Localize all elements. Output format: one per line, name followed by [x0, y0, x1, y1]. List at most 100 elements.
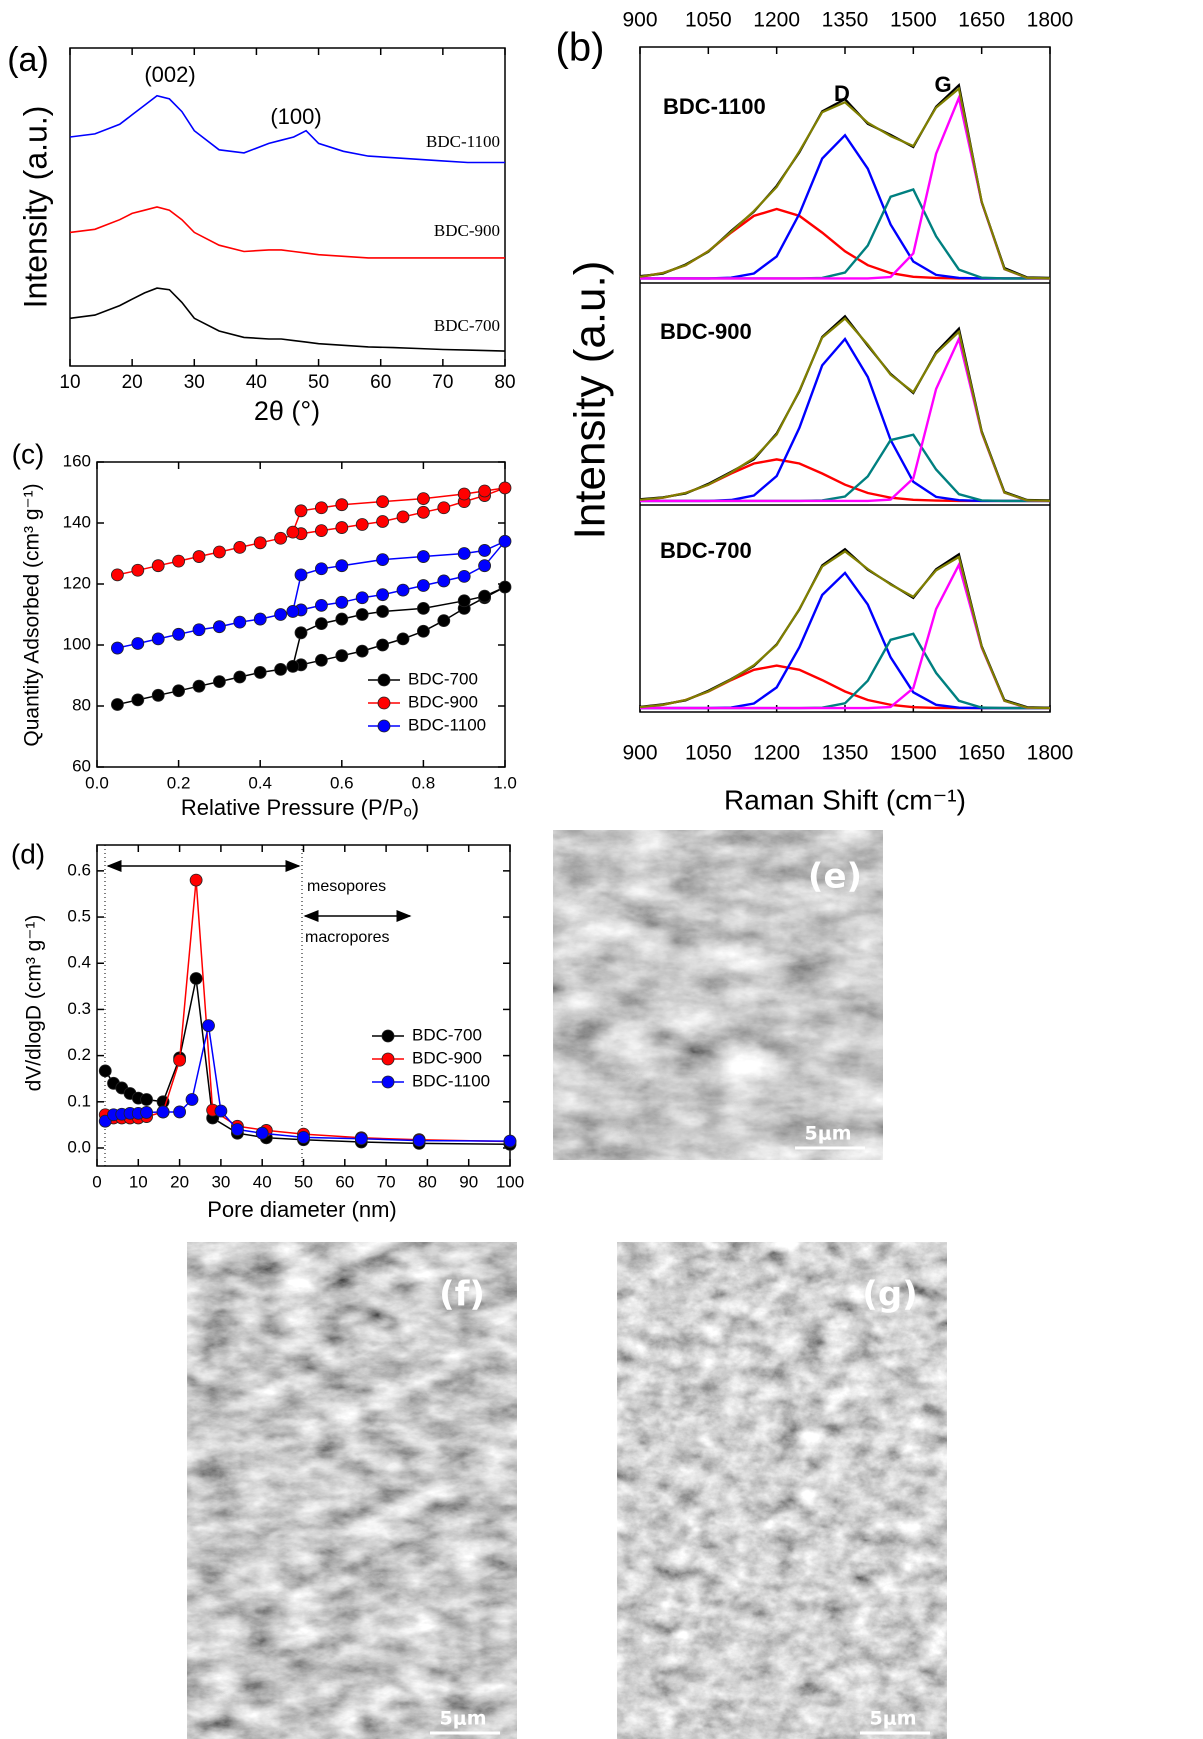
- data-point: [192, 550, 206, 563]
- legend-label: BDC-900: [408, 692, 478, 711]
- data-point: [457, 487, 471, 501]
- sem-texture: [187, 1242, 517, 1739]
- data-point: [335, 559, 349, 573]
- x-tick-label: 20: [122, 372, 143, 393]
- series-line: [117, 487, 506, 576]
- panel-series-label: BDC-1100: [663, 94, 766, 119]
- series-line: [640, 571, 1050, 710]
- data-point: [111, 568, 124, 582]
- panel-label: (b): [556, 26, 605, 70]
- data-point: [478, 589, 492, 603]
- data-point: [156, 1105, 170, 1119]
- series-line: [105, 880, 511, 1143]
- data-point: [355, 518, 369, 531]
- data-point: [478, 484, 492, 498]
- data-point: [189, 873, 203, 887]
- legend-marker: [381, 1029, 395, 1043]
- data-point: [131, 563, 145, 577]
- series-line: [640, 188, 1050, 280]
- x-tick-label: 70: [432, 372, 453, 393]
- legend-marker: [377, 719, 391, 733]
- data-point: [314, 501, 328, 515]
- panel-label: (a): [7, 41, 49, 79]
- x-tick-label: 1050: [685, 742, 732, 765]
- y-axis-label: Intensity (a.u.): [17, 106, 53, 309]
- annotation: (100): [270, 104, 321, 129]
- data-point: [416, 505, 430, 519]
- series-line: [640, 336, 1050, 503]
- x-tick-label: 1800: [1027, 9, 1074, 32]
- data-point: [212, 620, 226, 634]
- data-point: [172, 684, 186, 698]
- series-line: [640, 561, 1051, 710]
- data-point: [416, 579, 430, 592]
- data-point: [437, 614, 451, 627]
- y-axis-label: dV/dlogD (cm³ g⁻¹): [23, 915, 46, 1092]
- legend-marker: [377, 673, 391, 687]
- data-point: [437, 501, 451, 515]
- series-line: [639, 316, 1051, 502]
- data-point: [253, 666, 267, 679]
- x-tick-label: 0.0: [85, 773, 109, 792]
- data-point: [192, 679, 206, 693]
- x-tick-label: 0: [92, 1172, 101, 1191]
- data-point: [376, 553, 390, 566]
- data-point: [376, 638, 390, 652]
- data-point: [98, 1064, 112, 1078]
- x-tick-label: 1050: [685, 9, 732, 32]
- data-point: [286, 605, 300, 618]
- y-tick-label: 0.2: [67, 1045, 91, 1064]
- data-point: [457, 569, 471, 583]
- data-point: [131, 637, 145, 650]
- data-point: [151, 632, 165, 646]
- data-point: [335, 521, 349, 534]
- x-tick-label: 1650: [958, 742, 1005, 765]
- annotation: D: [834, 81, 850, 106]
- x-tick-label: 1350: [822, 9, 869, 32]
- data-point: [297, 1130, 310, 1144]
- data-point: [416, 550, 430, 563]
- data-point: [437, 574, 451, 588]
- data-point: [172, 627, 186, 641]
- y-tick-label: 0.3: [67, 999, 91, 1018]
- plot-frame: [96, 461, 506, 768]
- data-point: [286, 659, 300, 673]
- data-point: [274, 608, 288, 621]
- series-label: BDC-1100: [426, 132, 500, 151]
- data-point: [314, 524, 328, 538]
- y-tick-label: 60: [72, 756, 91, 775]
- data-point: [151, 688, 165, 702]
- legend-marker: [377, 696, 391, 710]
- data-point: [335, 612, 349, 626]
- x-tick-label: 0.8: [412, 773, 436, 792]
- legend-marker: [381, 1075, 395, 1089]
- x-axis-label: Raman Shift (cm⁻¹): [724, 784, 966, 815]
- data-point: [111, 641, 124, 655]
- data-point: [286, 525, 300, 539]
- data-point: [274, 531, 288, 545]
- data-point: [416, 624, 430, 638]
- series-line: [640, 632, 1050, 710]
- data-point: [396, 583, 410, 597]
- y-tick-label: 0.5: [67, 907, 91, 926]
- image-label: (g): [862, 1275, 917, 1315]
- data-point: [231, 1123, 244, 1136]
- annotation: macropores: [305, 929, 389, 946]
- series-line: [640, 335, 1051, 503]
- image-label: (e): [808, 857, 862, 897]
- data-point: [503, 1134, 517, 1148]
- data-point: [478, 559, 492, 573]
- data-point: [314, 598, 328, 612]
- y-axis-label: Quantity Adsorbed (cm³ g⁻¹): [21, 483, 44, 746]
- panel-label: (c): [12, 438, 45, 469]
- x-tick-label: 40: [246, 372, 267, 393]
- data-point: [396, 632, 410, 646]
- data-point: [274, 663, 288, 676]
- series-line: [69, 206, 505, 259]
- series-line: [640, 433, 1050, 503]
- data-point: [253, 612, 267, 626]
- x-tick-label: 1350: [822, 742, 869, 765]
- y-tick-label: 0.0: [67, 1137, 91, 1156]
- data-point: [212, 675, 226, 688]
